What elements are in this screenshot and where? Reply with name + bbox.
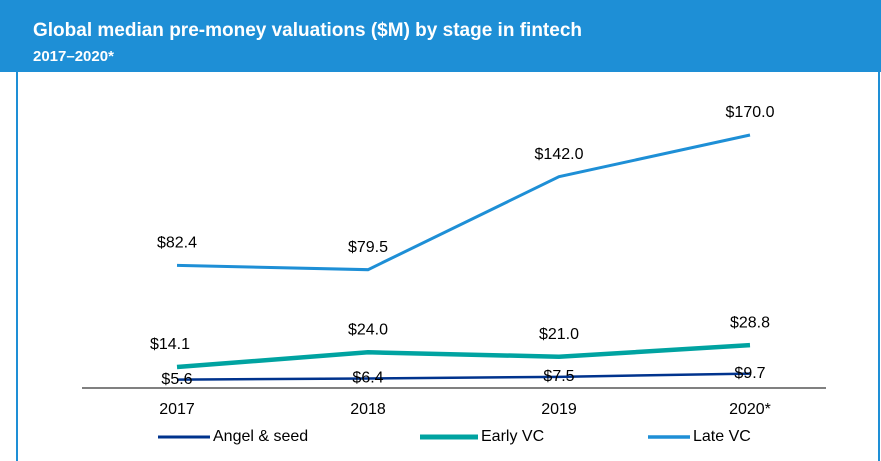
data-label: $24.0	[348, 322, 388, 339]
series-line	[176, 342, 751, 370]
data-label: $21.0	[539, 326, 579, 343]
x-tick-label: 2020*	[729, 401, 771, 418]
header-band	[0, 0, 881, 72]
data-label: $82.4	[157, 235, 197, 252]
legend-label: Late VC	[693, 428, 751, 445]
legend-label: Early VC	[481, 428, 544, 445]
data-label: $79.5	[348, 239, 388, 256]
x-tick-label: 2019	[541, 401, 577, 418]
x-tick-label: 2017	[159, 401, 195, 418]
x-tick-label: 2018	[350, 401, 386, 418]
data-label: $170.0	[726, 104, 775, 121]
data-label: $142.0	[535, 146, 584, 163]
data-label: $28.8	[730, 314, 770, 331]
series-line	[176, 133, 751, 272]
data-label: $14.1	[150, 336, 190, 353]
series-line	[176, 372, 751, 381]
data-label: $6.4	[352, 370, 383, 387]
legend-label: Angel & seed	[213, 428, 308, 445]
data-label: $9.7	[734, 365, 765, 382]
data-label: $7.5	[543, 368, 574, 385]
chart-title: Global median pre-money valuations ($M) …	[33, 20, 582, 41]
chart-subtitle: 2017–2020*	[33, 48, 114, 65]
data-label: $5.6	[161, 371, 192, 388]
